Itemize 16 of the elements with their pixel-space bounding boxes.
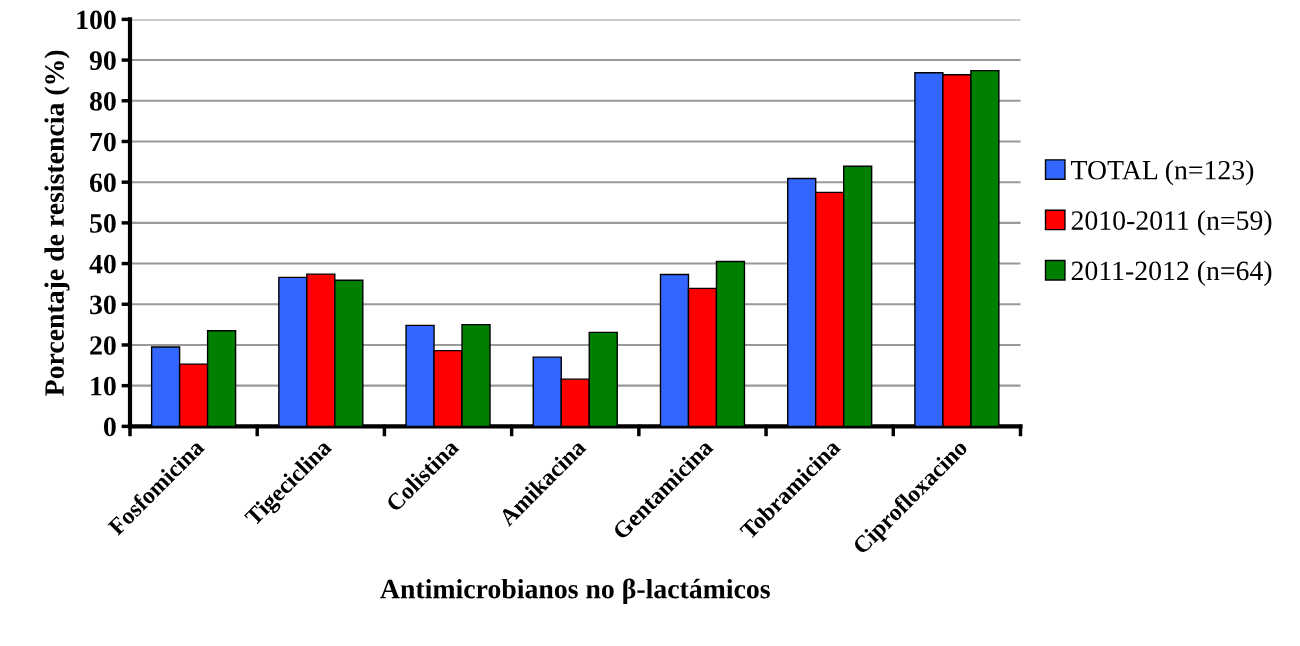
x-axis-title: Antimicrobianos no β-lactámicos [380, 578, 770, 605]
y-tick-label: 40 [89, 254, 116, 274]
y-tick-label: 0 [103, 417, 116, 437]
y-tick-label: 60 [89, 173, 116, 193]
y-axis-title: Porcentaje de resistencia (%) [44, 50, 70, 396]
legend-label: TOTAL (n=123) [1071, 160, 1254, 186]
y-tick-label: 90 [89, 51, 116, 70]
y-tick-label: 100 [77, 10, 116, 30]
y-tick-label: 50 [90, 214, 116, 233]
y-tick-label: 80 [89, 91, 116, 111]
legend-label: 2010-2011 (n=59) [1071, 210, 1272, 236]
legend-label: 2011-2012 (n=64) [1071, 260, 1272, 286]
y-tick-label: 10 [91, 376, 116, 396]
y-tick-label: 30 [90, 295, 116, 315]
y-tick-label: 20 [90, 336, 116, 355]
y-tick-label: 70 [90, 132, 116, 152]
